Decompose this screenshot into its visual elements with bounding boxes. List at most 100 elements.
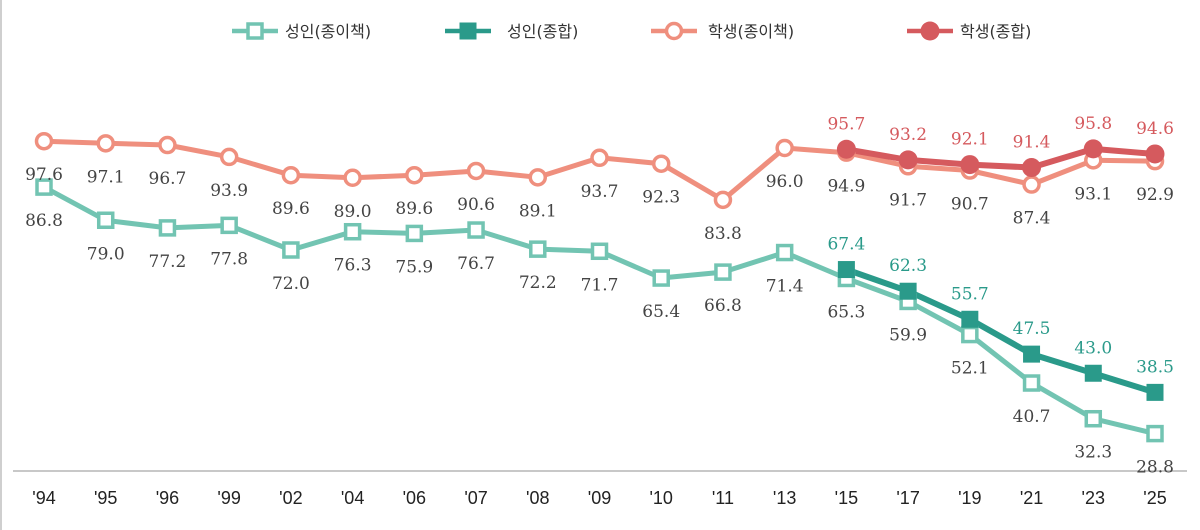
data-point bbox=[1022, 158, 1042, 178]
data-label: 76.3 bbox=[334, 256, 372, 276]
x-tick-label: '08 bbox=[526, 488, 549, 508]
data-point bbox=[281, 165, 301, 185]
data-point bbox=[343, 168, 362, 187]
data-point bbox=[467, 221, 485, 239]
x-axis: '94 '95 '96 '99 '02 '04 '06 '07 '08 '09 '10 '11 '13 '… bbox=[13, 470, 1187, 508]
data-label: 75.9 bbox=[395, 257, 433, 277]
data-label: 65.4 bbox=[642, 302, 680, 322]
data-point bbox=[405, 224, 424, 243]
x-tick-label: '94 bbox=[32, 488, 55, 508]
data-label: 97.1 bbox=[87, 167, 125, 187]
data-label: 66.8 bbox=[704, 296, 742, 316]
data-label: 93.7 bbox=[581, 182, 619, 202]
series-3-labels: 95.7 93.2 92.1 91.4 95.8 94.6 bbox=[827, 114, 1173, 153]
data-label: 47.5 bbox=[1013, 319, 1051, 339]
data-point bbox=[837, 261, 855, 279]
data-label: 71.7 bbox=[581, 275, 619, 295]
series-2-labels: 97.6 97.1 96.7 93.9 89.6 89.0 89.6 90.6 89.1 93.7… bbox=[25, 165, 1174, 244]
x-tick-label: '13 bbox=[773, 488, 796, 508]
data-label: 93.2 bbox=[889, 125, 927, 145]
series-line bbox=[845, 266, 1156, 396]
data-point bbox=[1022, 374, 1041, 392]
x-tick-label: '17 bbox=[896, 488, 919, 508]
data-point bbox=[405, 165, 424, 185]
data-label: 93.9 bbox=[210, 181, 248, 201]
data-label: 43.0 bbox=[1074, 338, 1112, 358]
data-point bbox=[96, 211, 115, 229]
data-point bbox=[35, 178, 53, 196]
x-tick-label: '95 bbox=[94, 488, 117, 508]
legend-label: 학생(종이책) bbox=[708, 22, 794, 41]
data-label: 71.4 bbox=[766, 277, 804, 297]
data-label: 89.6 bbox=[395, 199, 433, 219]
data-point bbox=[1146, 424, 1164, 443]
data-point bbox=[775, 243, 794, 262]
data-label: 89.1 bbox=[519, 201, 557, 221]
series-1-markers bbox=[837, 261, 1164, 401]
data-point bbox=[714, 263, 732, 281]
data-label: 28.8 bbox=[1136, 458, 1174, 478]
series-2-markers bbox=[34, 131, 1165, 210]
x-tick-label: '15 bbox=[835, 488, 858, 508]
data-label: 40.7 bbox=[1013, 407, 1051, 427]
data-point bbox=[1023, 345, 1041, 363]
data-label: 89.0 bbox=[334, 202, 372, 222]
series-3-line-group bbox=[845, 145, 1156, 171]
data-point bbox=[775, 138, 794, 158]
data-label: 38.5 bbox=[1136, 357, 1174, 377]
data-point bbox=[220, 216, 238, 235]
filled-square-legend-marker-icon bbox=[459, 22, 477, 40]
data-point bbox=[652, 269, 670, 287]
data-label: 72.2 bbox=[519, 273, 557, 293]
data-label: 72.0 bbox=[272, 274, 310, 294]
hollow-circle-legend-marker-icon bbox=[664, 21, 684, 41]
data-point bbox=[899, 282, 917, 300]
x-tick-label: '23 bbox=[1082, 488, 1105, 508]
data-point bbox=[590, 242, 609, 261]
data-point bbox=[961, 325, 979, 344]
data-point bbox=[651, 154, 671, 173]
legend-item: 학생(종이책) bbox=[651, 21, 794, 41]
x-tick-label: '96 bbox=[156, 488, 179, 508]
data-point bbox=[1145, 144, 1165, 164]
data-label: 92.9 bbox=[1136, 185, 1174, 205]
data-label: 91.4 bbox=[1013, 133, 1051, 153]
data-label: 94.9 bbox=[827, 177, 865, 197]
data-point bbox=[713, 190, 733, 210]
series-0-markers bbox=[35, 178, 1164, 443]
data-label: 89.6 bbox=[272, 199, 310, 219]
x-tick-label: '09 bbox=[588, 488, 611, 508]
data-label: 97.6 bbox=[25, 165, 63, 185]
data-label: 77.2 bbox=[149, 252, 187, 272]
data-label: 32.3 bbox=[1074, 443, 1112, 463]
data-point bbox=[158, 135, 177, 155]
data-label: 92.1 bbox=[951, 130, 989, 150]
legend-label: 성인(종합) bbox=[507, 22, 578, 41]
series-markers bbox=[34, 131, 1165, 443]
legend-label: 학생(종합) bbox=[960, 22, 1031, 41]
data-label: 62.3 bbox=[889, 256, 927, 276]
data-point bbox=[528, 168, 548, 187]
data-point bbox=[158, 219, 177, 237]
data-label: 90.6 bbox=[457, 195, 495, 215]
data-label: 79.0 bbox=[87, 244, 125, 264]
data-label: 95.8 bbox=[1074, 114, 1112, 134]
data-point bbox=[960, 155, 980, 175]
data-point bbox=[961, 310, 979, 328]
data-label: 95.7 bbox=[827, 114, 865, 134]
x-tick-label: '25 bbox=[1143, 488, 1166, 508]
x-tick-label: '21 bbox=[1020, 488, 1043, 508]
data-point bbox=[529, 240, 547, 258]
data-label: 92.3 bbox=[642, 188, 680, 208]
x-tick-label: '02 bbox=[279, 488, 302, 508]
data-label: 90.7 bbox=[951, 195, 989, 215]
x-tick-label: '19 bbox=[958, 488, 981, 508]
series-0-labels: 86.8 79.0 77.2 77.8 72.0 76.3 75.9 76.7 72.2 71.7… bbox=[25, 211, 1174, 478]
data-label: 59.9 bbox=[889, 325, 927, 345]
data-point bbox=[1146, 383, 1164, 401]
filled-circle-legend-marker-icon bbox=[920, 21, 940, 41]
series-3-markers bbox=[836, 139, 1165, 178]
data-point bbox=[466, 161, 486, 181]
data-label: 96.7 bbox=[149, 169, 187, 189]
